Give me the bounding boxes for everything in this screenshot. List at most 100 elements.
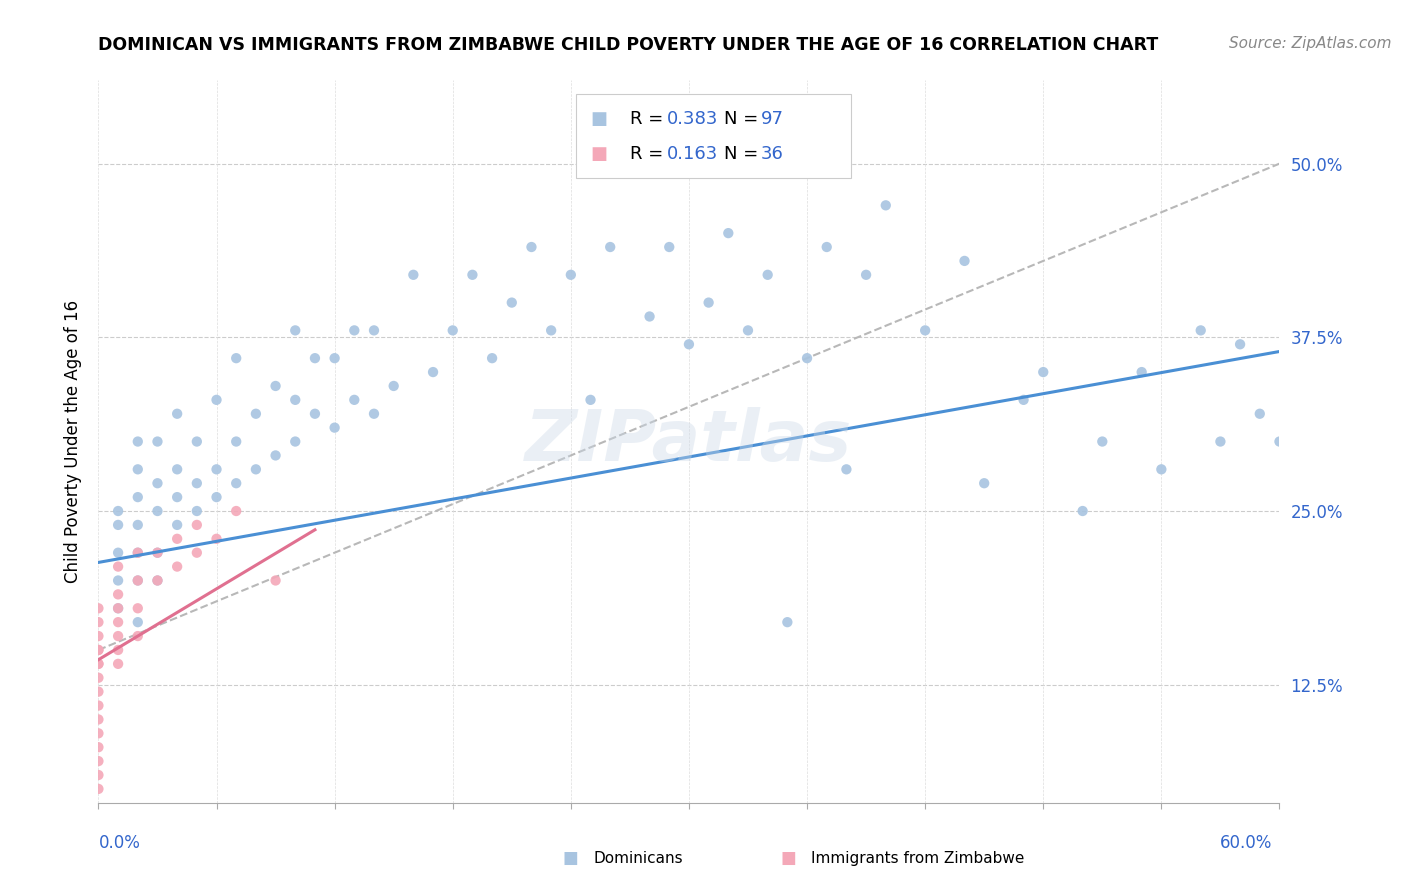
Point <box>87 657 110 671</box>
Point <box>678 337 700 351</box>
Point <box>87 698 110 713</box>
Point <box>835 462 858 476</box>
Text: R =: R = <box>630 110 669 128</box>
Point <box>560 268 582 282</box>
Point <box>107 546 129 560</box>
Point <box>107 615 129 630</box>
Point <box>107 657 129 671</box>
Point <box>225 504 247 518</box>
Point <box>225 476 247 491</box>
Point <box>146 574 169 588</box>
Point <box>1150 462 1173 476</box>
Text: Dominicans: Dominicans <box>593 851 683 865</box>
Point <box>87 781 110 796</box>
Point <box>127 517 149 532</box>
Point <box>382 379 405 393</box>
Point <box>87 643 110 657</box>
Point <box>205 532 228 546</box>
Point <box>87 740 110 755</box>
Point <box>1189 323 1212 337</box>
Point <box>186 546 208 560</box>
Point <box>107 629 129 643</box>
Point <box>973 476 995 491</box>
Point <box>1327 392 1350 407</box>
Point <box>1032 365 1054 379</box>
Point <box>87 713 110 727</box>
Point <box>540 323 562 337</box>
Point <box>146 574 169 588</box>
Point <box>186 476 208 491</box>
Point <box>107 559 129 574</box>
Text: N =: N = <box>724 145 763 163</box>
Point <box>323 351 346 366</box>
Point <box>205 392 228 407</box>
Point <box>304 351 326 366</box>
Point <box>205 490 228 504</box>
Point <box>166 559 188 574</box>
Point <box>1209 434 1232 449</box>
Point <box>186 434 208 449</box>
Point <box>284 323 307 337</box>
Point <box>107 574 129 588</box>
Point <box>776 615 799 630</box>
Point <box>1347 295 1369 310</box>
Point <box>441 323 464 337</box>
Point <box>363 323 385 337</box>
Y-axis label: Child Poverty Under the Age of 16: Child Poverty Under the Age of 16 <box>63 300 82 583</box>
Point <box>461 268 484 282</box>
Point <box>1308 365 1330 379</box>
Point <box>146 546 169 560</box>
Point <box>284 392 307 407</box>
Text: 97: 97 <box>761 110 783 128</box>
Point <box>166 462 188 476</box>
Text: DOMINICAN VS IMMIGRANTS FROM ZIMBABWE CHILD POVERTY UNDER THE AGE OF 16 CORRELAT: DOMINICAN VS IMMIGRANTS FROM ZIMBABWE CH… <box>98 36 1159 54</box>
Point <box>697 295 720 310</box>
Point <box>599 240 621 254</box>
Point <box>205 462 228 476</box>
Point <box>1288 365 1310 379</box>
Point <box>1249 407 1271 421</box>
Point <box>166 517 188 532</box>
Point <box>363 407 385 421</box>
Point <box>737 323 759 337</box>
Point <box>87 601 110 615</box>
Point <box>107 587 129 601</box>
Point <box>107 517 129 532</box>
Point <box>87 684 110 698</box>
Point <box>402 268 425 282</box>
Point <box>146 504 169 518</box>
Point <box>1071 504 1094 518</box>
Point <box>87 754 110 768</box>
Text: ■: ■ <box>591 110 607 128</box>
Point <box>166 490 188 504</box>
Point <box>717 226 740 240</box>
Point <box>304 407 326 421</box>
Point <box>127 574 149 588</box>
Point <box>501 295 523 310</box>
Point <box>107 504 129 518</box>
Point <box>87 726 110 740</box>
Point <box>579 392 602 407</box>
Point <box>422 365 444 379</box>
Text: ■: ■ <box>780 849 796 867</box>
Point <box>343 323 366 337</box>
Point <box>87 671 110 685</box>
Point <box>855 268 877 282</box>
Point <box>796 351 818 366</box>
Point <box>87 643 110 657</box>
Point <box>343 392 366 407</box>
Point <box>127 490 149 504</box>
Point <box>127 574 149 588</box>
Text: Immigrants from Zimbabwe: Immigrants from Zimbabwe <box>811 851 1025 865</box>
Point <box>953 253 976 268</box>
Text: R =: R = <box>630 145 669 163</box>
Point <box>914 323 936 337</box>
Text: 60.0%: 60.0% <box>1220 834 1272 852</box>
Point <box>815 240 838 254</box>
Point <box>1130 365 1153 379</box>
Point <box>107 643 129 657</box>
Point <box>87 768 110 782</box>
Point <box>127 546 149 560</box>
Point <box>127 546 149 560</box>
Point <box>87 615 110 630</box>
